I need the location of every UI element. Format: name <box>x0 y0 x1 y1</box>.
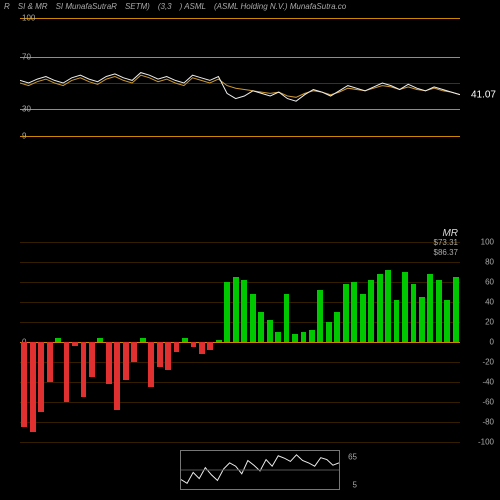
mr-bar <box>258 312 264 342</box>
mr-axis-label-r: 20 <box>485 318 494 327</box>
mr-axis-label-r: -60 <box>482 398 494 407</box>
mr-bar <box>55 338 61 342</box>
mr-bar <box>436 280 442 342</box>
mr-bar <box>165 342 171 370</box>
mr-bar <box>444 300 450 342</box>
mr-bar <box>207 342 213 350</box>
hdr-1: SI & MR <box>18 2 48 11</box>
mr-bar <box>233 277 239 342</box>
mr-bar <box>360 294 366 342</box>
hdr-3: SETM) <box>125 2 150 11</box>
mr-axis-label-r: 100 <box>481 238 494 247</box>
mr-bar <box>47 342 53 382</box>
mr-bar <box>284 294 290 342</box>
mr-axis-label-r: -20 <box>482 358 494 367</box>
mr-gridline <box>20 262 460 263</box>
mr-gridline <box>20 282 460 283</box>
mr-bar <box>114 342 120 410</box>
mr-bar <box>326 322 332 342</box>
mr-axis-label-r: 60 <box>485 278 494 287</box>
mr-axis-label-r: -80 <box>482 418 494 427</box>
mini-axis-label: 65 <box>348 453 357 462</box>
mr-gridline <box>20 402 460 403</box>
mr-bar <box>21 342 27 427</box>
mr-bar <box>385 270 391 342</box>
mr-bar <box>267 320 273 342</box>
mr-gridline <box>20 442 460 443</box>
rsi-current-value: 41.07 <box>471 89 496 100</box>
mr-bar <box>411 284 417 342</box>
mr-bar <box>182 338 188 342</box>
rsi-lines <box>20 18 460 148</box>
hdr-4: (3,3 <box>158 2 172 11</box>
mr-bar <box>368 280 374 342</box>
mr-bar <box>38 342 44 412</box>
mr-bar <box>301 332 307 342</box>
mr-bar <box>309 330 315 342</box>
mr-bar <box>377 274 383 342</box>
mr-bar <box>453 277 459 342</box>
mr-axis-label-r: -40 <box>482 378 494 387</box>
mr-bar <box>123 342 129 380</box>
mr-axis-label-r: 80 <box>485 258 494 267</box>
mr-bar <box>30 342 36 432</box>
mr-bar <box>250 294 256 342</box>
mr-bar <box>343 284 349 342</box>
mr-val-2: $86.37 <box>434 248 458 257</box>
mr-axis-label-r: -100 <box>478 438 494 447</box>
mr-axis-label-r: 0 <box>490 338 494 347</box>
mr-bar <box>89 342 95 377</box>
mr-panel: 1008060402000-20-40-60-80-100 <box>20 242 460 442</box>
mr-bar <box>216 340 222 342</box>
mr-bar <box>106 342 112 384</box>
mr-bar <box>140 338 146 342</box>
mr-bar <box>131 342 137 362</box>
mr-bar <box>72 342 78 346</box>
mr-bar <box>157 342 163 367</box>
mr-bar <box>402 272 408 342</box>
mr-bar <box>351 282 357 342</box>
mr-bar <box>275 332 281 342</box>
mini-axis-label: 5 <box>353 481 357 490</box>
mr-bar <box>97 338 103 342</box>
mr-val-1: $73.31 <box>434 238 458 247</box>
mr-bar <box>191 342 197 347</box>
mr-bar <box>174 342 180 352</box>
mr-axis-label-r: 40 <box>485 298 494 307</box>
mr-bar <box>419 297 425 342</box>
hdr-2: SI MunafaSutraR <box>56 2 117 11</box>
mini-panel: 655 <box>180 450 340 490</box>
mr-bar <box>394 300 400 342</box>
mr-bar <box>148 342 154 387</box>
mr-bar <box>81 342 87 397</box>
mr-gridline <box>20 422 460 423</box>
hdr-0: R <box>4 2 10 11</box>
mr-bar <box>64 342 70 402</box>
header-bar: R SI & MR SI MunafaSutraR SETM) (3,3 ) A… <box>0 0 500 13</box>
mr-gridline <box>20 242 460 243</box>
mini-line <box>181 451 339 489</box>
mr-bar <box>292 334 298 342</box>
mr-bar <box>317 290 323 342</box>
rsi-panel: 1007030941.07 <box>20 18 460 148</box>
mr-bar <box>427 274 433 342</box>
mr-bar <box>224 282 230 342</box>
mr-bar <box>334 312 340 342</box>
mr-bar <box>199 342 205 354</box>
hdr-5: ) ASML <box>180 2 206 11</box>
hdr-6: (ASML Holding N.V.) MunafaSutra.co <box>214 2 346 11</box>
mr-bar <box>241 280 247 342</box>
